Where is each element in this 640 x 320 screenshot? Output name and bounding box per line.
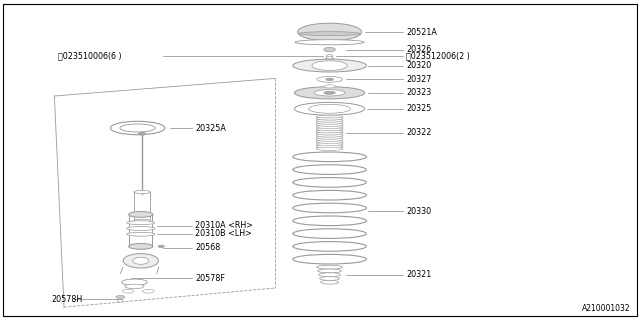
Text: 20325A: 20325A bbox=[195, 124, 226, 132]
Text: 20323: 20323 bbox=[406, 88, 431, 97]
Ellipse shape bbox=[316, 121, 343, 124]
Ellipse shape bbox=[120, 124, 155, 132]
Ellipse shape bbox=[316, 119, 343, 122]
Ellipse shape bbox=[294, 102, 365, 115]
Text: 20578H: 20578H bbox=[51, 295, 83, 304]
Ellipse shape bbox=[321, 280, 339, 284]
Ellipse shape bbox=[316, 134, 343, 137]
Ellipse shape bbox=[316, 123, 343, 126]
Ellipse shape bbox=[320, 276, 340, 280]
Ellipse shape bbox=[316, 143, 343, 147]
Ellipse shape bbox=[326, 55, 333, 57]
Ellipse shape bbox=[326, 56, 333, 59]
Ellipse shape bbox=[316, 138, 343, 141]
Ellipse shape bbox=[318, 269, 342, 273]
Ellipse shape bbox=[293, 165, 367, 174]
Ellipse shape bbox=[127, 227, 155, 230]
Ellipse shape bbox=[293, 190, 367, 200]
Ellipse shape bbox=[316, 132, 343, 135]
Ellipse shape bbox=[316, 136, 343, 139]
Text: Ⓝ023510006(6 ): Ⓝ023510006(6 ) bbox=[58, 52, 121, 60]
Ellipse shape bbox=[143, 289, 154, 293]
Ellipse shape bbox=[129, 212, 153, 217]
Ellipse shape bbox=[134, 190, 150, 194]
Ellipse shape bbox=[294, 87, 365, 99]
Ellipse shape bbox=[122, 289, 134, 293]
Ellipse shape bbox=[293, 59, 367, 72]
Ellipse shape bbox=[316, 130, 343, 133]
Ellipse shape bbox=[138, 132, 146, 135]
Text: 20322: 20322 bbox=[406, 128, 432, 137]
Ellipse shape bbox=[317, 76, 342, 82]
Ellipse shape bbox=[300, 32, 360, 36]
Text: 20310B <LH>: 20310B <LH> bbox=[195, 229, 252, 238]
Ellipse shape bbox=[316, 115, 343, 118]
Ellipse shape bbox=[293, 203, 367, 213]
Text: 20330: 20330 bbox=[406, 207, 431, 216]
Text: 20521A: 20521A bbox=[406, 28, 437, 36]
Ellipse shape bbox=[127, 221, 155, 225]
Ellipse shape bbox=[295, 40, 364, 45]
Ellipse shape bbox=[127, 232, 155, 236]
Text: 20568: 20568 bbox=[195, 244, 220, 252]
Ellipse shape bbox=[125, 284, 144, 289]
Text: Ⓝ023512006(2 ): Ⓝ023512006(2 ) bbox=[406, 52, 470, 60]
Ellipse shape bbox=[316, 140, 343, 143]
Ellipse shape bbox=[158, 245, 164, 248]
Ellipse shape bbox=[122, 279, 147, 285]
Ellipse shape bbox=[116, 295, 125, 299]
Ellipse shape bbox=[317, 265, 342, 269]
Ellipse shape bbox=[308, 104, 351, 113]
Ellipse shape bbox=[324, 47, 335, 52]
Text: 20321: 20321 bbox=[406, 270, 431, 279]
Text: 20326: 20326 bbox=[406, 45, 431, 54]
Text: 20320: 20320 bbox=[406, 61, 431, 70]
Ellipse shape bbox=[293, 178, 367, 187]
Ellipse shape bbox=[316, 147, 343, 150]
Ellipse shape bbox=[324, 91, 335, 94]
Ellipse shape bbox=[293, 254, 367, 264]
Ellipse shape bbox=[312, 61, 348, 70]
Ellipse shape bbox=[314, 90, 345, 96]
Ellipse shape bbox=[316, 124, 343, 128]
Ellipse shape bbox=[124, 253, 159, 268]
Ellipse shape bbox=[293, 242, 367, 251]
Ellipse shape bbox=[129, 244, 153, 249]
Text: 20310A <RH>: 20310A <RH> bbox=[195, 221, 253, 230]
Text: 20578F: 20578F bbox=[195, 274, 225, 283]
Ellipse shape bbox=[110, 121, 165, 135]
Ellipse shape bbox=[316, 128, 343, 132]
Ellipse shape bbox=[319, 273, 340, 276]
Ellipse shape bbox=[298, 23, 362, 41]
Ellipse shape bbox=[293, 152, 367, 162]
Ellipse shape bbox=[293, 229, 367, 238]
Ellipse shape bbox=[133, 257, 149, 264]
Ellipse shape bbox=[117, 300, 124, 302]
Ellipse shape bbox=[316, 126, 343, 130]
Ellipse shape bbox=[316, 145, 343, 148]
Text: 20327: 20327 bbox=[406, 75, 432, 84]
Ellipse shape bbox=[316, 141, 343, 145]
Ellipse shape bbox=[316, 117, 343, 120]
Ellipse shape bbox=[324, 85, 335, 88]
Ellipse shape bbox=[293, 216, 367, 226]
Text: 20325: 20325 bbox=[406, 104, 432, 113]
Text: A210001032: A210001032 bbox=[582, 304, 630, 313]
Ellipse shape bbox=[134, 219, 150, 222]
Ellipse shape bbox=[326, 78, 333, 81]
